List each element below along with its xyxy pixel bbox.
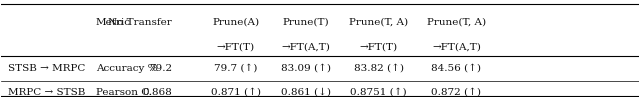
Text: Prune(T, A): Prune(T, A) (349, 18, 408, 27)
Text: →FT(T): →FT(T) (360, 43, 397, 52)
Text: 83.09 (↑): 83.09 (↑) (281, 64, 331, 73)
Text: No Transfer: No Transfer (108, 18, 172, 27)
Text: 83.82 (↑): 83.82 (↑) (354, 64, 404, 73)
Text: STSB → MRPC: STSB → MRPC (8, 64, 85, 73)
Text: Prune(T): Prune(T) (283, 18, 330, 27)
Text: 0.871 (↑): 0.871 (↑) (211, 88, 261, 97)
Text: Prune(A): Prune(A) (212, 18, 259, 27)
Text: 0.8751 (↑): 0.8751 (↑) (350, 88, 407, 97)
Text: 79.2: 79.2 (149, 64, 172, 73)
Text: →FT(A,T): →FT(A,T) (432, 43, 481, 52)
Text: 79.7 (↑): 79.7 (↑) (214, 64, 257, 73)
Text: 0.868: 0.868 (143, 88, 172, 97)
Text: →FT(T): →FT(T) (217, 43, 255, 52)
Text: Pearson C.: Pearson C. (96, 88, 152, 97)
Text: 0.861 (↓): 0.861 (↓) (281, 88, 331, 97)
Text: Prune(T, A): Prune(T, A) (427, 18, 486, 27)
Text: MRPC → STSB: MRPC → STSB (8, 88, 85, 97)
Text: 0.872 (↑): 0.872 (↑) (431, 88, 481, 97)
Text: 84.56 (↑): 84.56 (↑) (431, 64, 481, 73)
Text: →FT(A,T): →FT(A,T) (282, 43, 330, 52)
Text: Metric: Metric (96, 18, 131, 27)
Text: Accuracy %: Accuracy % (96, 64, 157, 73)
